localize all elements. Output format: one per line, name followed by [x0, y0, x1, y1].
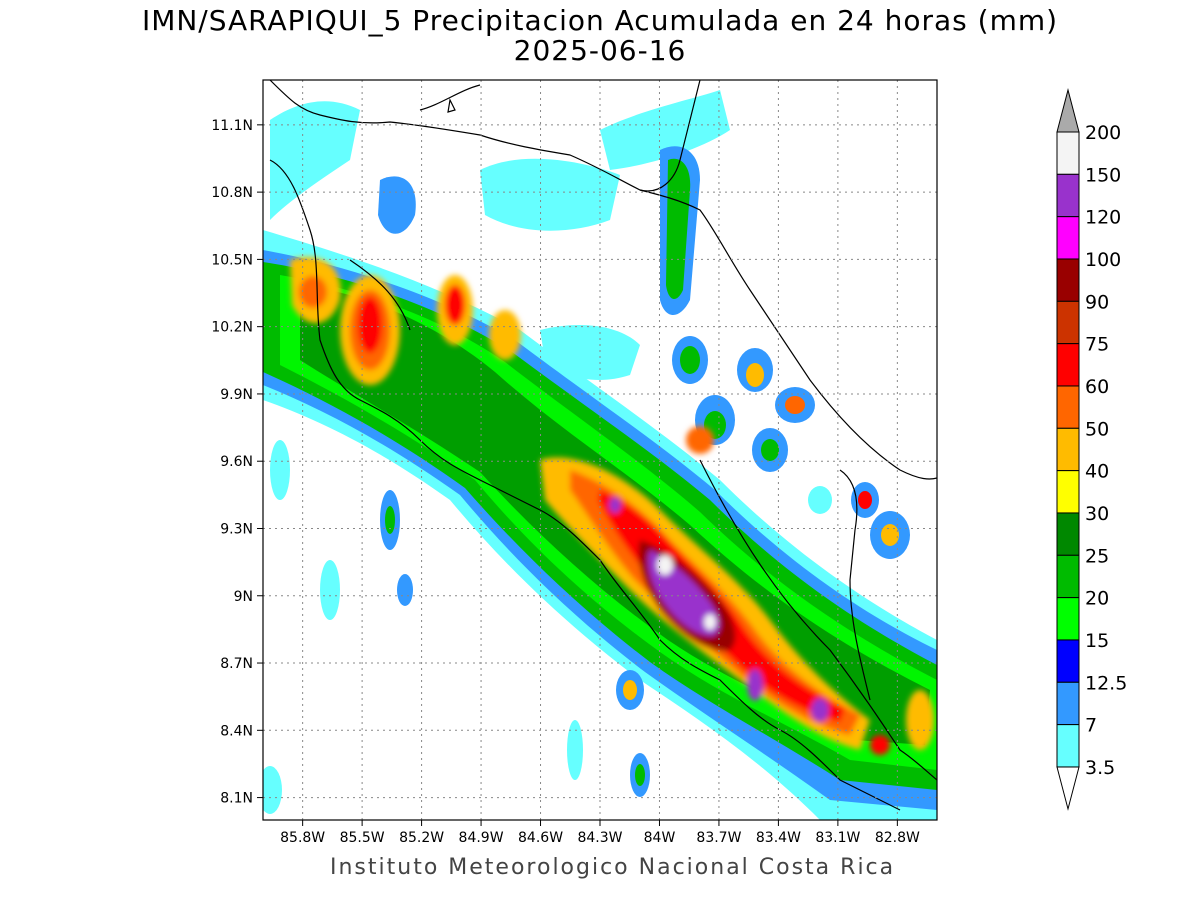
colorbar-label: 25 — [1085, 545, 1109, 567]
map-title: IMN/SARAPIQUI_5 Precipitacion Acumulada … — [141, 4, 1059, 37]
colorbar-swatch — [1056, 131, 1080, 175]
colorbar-label: 20 — [1085, 588, 1109, 610]
footer-credit: Instituto Meteorologico Nacional Costa R… — [330, 855, 896, 880]
precipitation-field — [263, 80, 937, 820]
colorbar-swatch — [1056, 427, 1080, 472]
lat-tick-label: 8.1N — [220, 791, 253, 807]
map-axes: 85.8W 85.5W 85.2W 84.9W 84.6W 84.3W 84W 83.7W 83… — [211, 118, 920, 846]
lat-tick-label: 10.2N — [211, 320, 253, 336]
colorbar-label: 75 — [1085, 334, 1109, 356]
lon-tick-label: 85.5W — [340, 830, 385, 846]
colorbar-label: 12.5 — [1085, 672, 1127, 694]
lon-tick-label: 85.2W — [399, 830, 444, 846]
colorbar-label: 30 — [1085, 503, 1109, 525]
lon-tick-label: 84.3W — [577, 830, 622, 846]
colorbar-label: 90 — [1085, 291, 1109, 313]
lat-tick-label: 10.5N — [211, 252, 253, 268]
lat-tick-label: 9.9N — [220, 387, 253, 403]
colorbar-label: 40 — [1085, 461, 1109, 483]
lat-tick-label: 9.6N — [220, 454, 253, 470]
colorbar-bottom-arrow — [1056, 766, 1080, 811]
lon-tick-label: 83.4W — [756, 830, 801, 846]
colorbar-swatch — [1056, 639, 1080, 683]
colorbar-swatch — [1056, 216, 1080, 260]
colorbar-label: 50 — [1085, 418, 1109, 440]
colorbar-swatch — [1056, 258, 1080, 302]
map-grid — [263, 80, 937, 820]
colorbar-swatch — [1056, 681, 1080, 726]
lon-tick-label: 84W — [644, 830, 676, 846]
lat-tick-label: 8.7N — [220, 656, 253, 672]
lat-tick-label: 9N — [234, 589, 253, 605]
colorbar-label: 15 — [1085, 630, 1109, 652]
colorbar-swatch — [1056, 173, 1080, 218]
colorbar-swatch — [1056, 724, 1080, 768]
colorbar-swatch — [1056, 554, 1080, 599]
colorbar-label: 60 — [1085, 376, 1109, 398]
map-date: 2025-06-16 — [513, 34, 687, 67]
colorbar-label: 120 — [1085, 207, 1121, 229]
colorbar-label: 200 — [1085, 122, 1121, 144]
lat-tick-label: 10.8N — [211, 185, 253, 201]
lon-tick-label: 84.9W — [459, 830, 504, 846]
lat-tick-label: 11.1N — [211, 118, 253, 134]
colorbar-swatch — [1056, 300, 1080, 345]
colorbar-label: 100 — [1085, 249, 1121, 271]
colorbar-label: 7 — [1085, 715, 1097, 737]
colorbar-swatch — [1056, 512, 1080, 556]
colorbar-swatch — [1056, 597, 1080, 641]
colorbar-swatch — [1056, 343, 1080, 387]
lon-tick-label: 82.8W — [875, 830, 920, 846]
colorbar-top-arrow — [1056, 88, 1080, 133]
colorbar-legend: 200 150 120 100 90 75 60 50 40 30 25 20 15 12.5 7 3.5 — [1056, 88, 1127, 811]
lon-tick-label: 83.1W — [815, 830, 860, 846]
lon-tick-label: 83.7W — [696, 830, 741, 846]
lat-tick-label: 9.3N — [220, 521, 253, 537]
lon-tick-label: 84.6W — [518, 830, 563, 846]
colorbar-label: 150 — [1085, 164, 1121, 186]
lat-tick-label: 8.4N — [220, 723, 253, 739]
lon-tick-label: 85.8W — [280, 830, 325, 846]
colorbar-label: 3.5 — [1085, 757, 1115, 779]
colorbar-swatch — [1056, 385, 1080, 429]
colorbar-swatch — [1056, 470, 1080, 514]
